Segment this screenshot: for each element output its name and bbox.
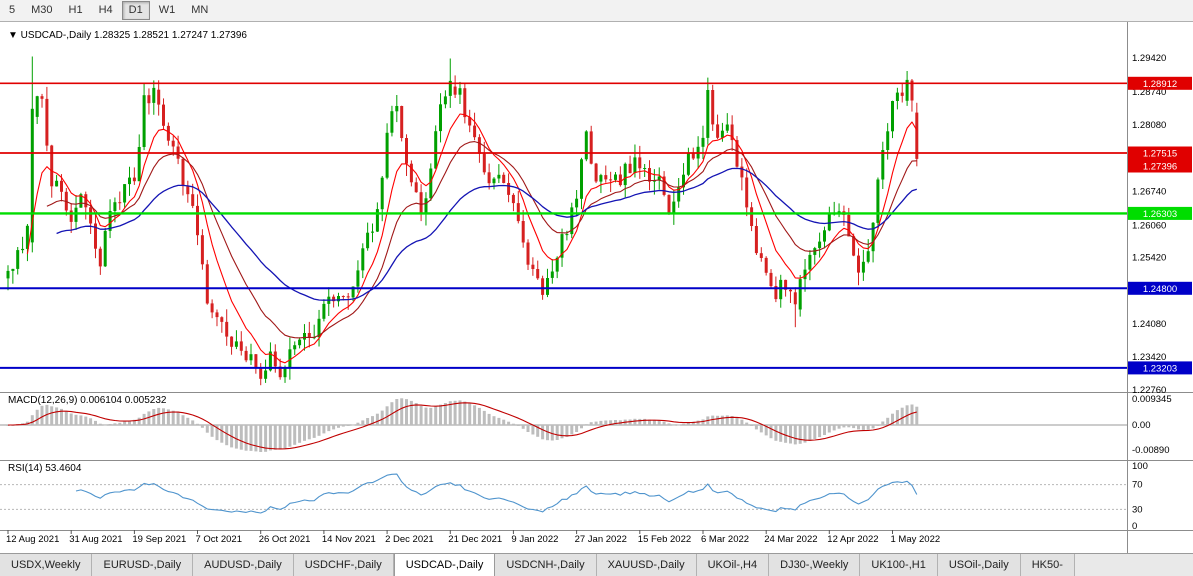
svg-text:RSI(14) 53.4604: RSI(14) 53.4604 (8, 463, 82, 474)
svg-text:1.28912: 1.28912 (1143, 79, 1177, 90)
svg-text:1.26303: 1.26303 (1143, 209, 1177, 220)
svg-text:31 Aug 2021: 31 Aug 2021 (69, 534, 122, 545)
svg-text:12 Aug 2021: 12 Aug 2021 (6, 534, 59, 545)
chart-header: ▼ USDCAD-,Daily 1.28325 1.28521 1.27247 … (8, 30, 247, 41)
svg-text:30: 30 (1132, 504, 1143, 515)
timeframe-button-d1[interactable]: D1 (121, 1, 150, 20)
rsi-panel: RSI(14) 53.4604 100 70 30 0 (0, 461, 1148, 532)
svg-text:100: 100 (1132, 461, 1148, 472)
price-axis-tags: 1.28912 1.27515 1.27396 1.26303 1.24800 1.232… (1128, 76, 1192, 375)
tab-eurusd-daily[interactable]: EURUSD-,Daily (92, 554, 194, 576)
tab-dj30-weekly[interactable]: DJ30-,Weekly (769, 554, 861, 576)
price-chart[interactable]: MACD(12,26,9) 0.006104 0.005232 0.009345 0… (0, 22, 1193, 553)
timeframe-button-5[interactable]: 5 (2, 1, 22, 20)
svg-text:19 Sep 2021: 19 Sep 2021 (132, 534, 186, 545)
tab-hk50[interactable]: HK50- (1020, 554, 1075, 576)
timeframe-button-h4[interactable]: H4 (92, 1, 120, 20)
panel-separators (0, 22, 1193, 553)
svg-text:▼ USDCAD-,Daily 1.28325 1.285: ▼ USDCAD-,Daily 1.28325 1.28521 1.27247 … (8, 30, 247, 41)
svg-text:1.24800: 1.24800 (1143, 284, 1177, 295)
timeframe-button-m30[interactable]: M30 (24, 1, 59, 20)
tab-usdcnh-daily[interactable]: USDCNH-,Daily (495, 554, 597, 576)
timeframe-button-w1[interactable]: W1 (152, 1, 183, 20)
tab-usdcad-daily[interactable]: USDCAD-,Daily (393, 554, 496, 576)
svg-text:2 Dec 2021: 2 Dec 2021 (385, 534, 434, 545)
svg-text:1 May 2022: 1 May 2022 (891, 534, 941, 545)
svg-text:0: 0 (1132, 521, 1137, 532)
svg-text:12 Apr 2022: 12 Apr 2022 (827, 534, 878, 545)
timeframe-button-h1[interactable]: H1 (62, 1, 90, 20)
svg-text:1.24080: 1.24080 (1132, 319, 1166, 330)
svg-text:1.27396: 1.27396 (1143, 162, 1177, 173)
date-axis: 12 Aug 2021 31 Aug 2021 19 Sep 2021 7 Oct 2… (6, 530, 940, 545)
tab-usoil-daily[interactable]: USOil-,Daily (937, 554, 1021, 576)
svg-text:9 Jan 2022: 9 Jan 2022 (511, 534, 558, 545)
svg-text:1.27515: 1.27515 (1143, 149, 1177, 160)
svg-text:1.28080: 1.28080 (1132, 120, 1166, 131)
tab-uk100-h1[interactable]: UK100-,H1 (860, 554, 938, 576)
svg-text:24 Mar 2022: 24 Mar 2022 (764, 534, 817, 545)
svg-text:27 Jan 2022: 27 Jan 2022 (575, 534, 627, 545)
svg-text:70: 70 (1132, 480, 1143, 491)
svg-text:MACD(12,26,9) 0.006104 0.00523: MACD(12,26,9) 0.006104 0.005232 (8, 395, 167, 406)
svg-text:0.00: 0.00 (1132, 420, 1151, 431)
macd-panel: MACD(12,26,9) 0.006104 0.005232 0.009345 0… (0, 394, 1172, 456)
svg-text:1.26740: 1.26740 (1132, 187, 1166, 198)
timeframe-button-mn[interactable]: MN (184, 1, 215, 20)
svg-text:1.26060: 1.26060 (1132, 221, 1166, 232)
svg-text:26 Oct 2021: 26 Oct 2021 (259, 534, 311, 545)
tab-ukoil-h4[interactable]: UKOil-,H4 (696, 554, 770, 576)
svg-text:-0.00890: -0.00890 (1132, 445, 1170, 456)
tab-xauusd-daily[interactable]: XAUUSD-,Daily (596, 554, 697, 576)
tab-usdx-weekly[interactable]: USDX,Weekly (0, 554, 93, 576)
chart-tabs: USDX,Weekly EURUSD-,Daily AUDUSD-,Daily USD… (0, 553, 1193, 576)
support-resistance-lines[interactable] (0, 82, 1127, 369)
svg-text:6 Mar 2022: 6 Mar 2022 (701, 534, 749, 545)
tab-usdchf-daily[interactable]: USDCHF-,Daily (293, 554, 394, 576)
svg-text:1.25420: 1.25420 (1132, 252, 1166, 263)
timeframe-toolbar: 5 M30 H1 H4 D1 W1 MN (0, 0, 1193, 22)
svg-text:1.28740: 1.28740 (1132, 87, 1166, 98)
svg-text:1.22760: 1.22760 (1132, 385, 1166, 396)
tab-audusd-daily[interactable]: AUDUSD-,Daily (193, 554, 294, 576)
svg-text:7 Oct 2021: 7 Oct 2021 (196, 534, 242, 545)
svg-text:0.009345: 0.009345 (1132, 394, 1172, 405)
svg-text:1.23420: 1.23420 (1132, 352, 1166, 363)
price-axis-labels: 1.294201.287401.280801.274001.267401.260… (1132, 53, 1166, 396)
candlestick-series (6, 56, 919, 386)
svg-text:1.23203: 1.23203 (1143, 363, 1177, 374)
svg-text:14 Nov 2021: 14 Nov 2021 (322, 534, 376, 545)
chart-area: MACD(12,26,9) 0.006104 0.005232 0.009345 0… (0, 22, 1193, 553)
svg-text:15 Feb 2022: 15 Feb 2022 (638, 534, 691, 545)
svg-text:21 Dec 2021: 21 Dec 2021 (448, 534, 502, 545)
svg-text:1.29420: 1.29420 (1132, 53, 1166, 64)
